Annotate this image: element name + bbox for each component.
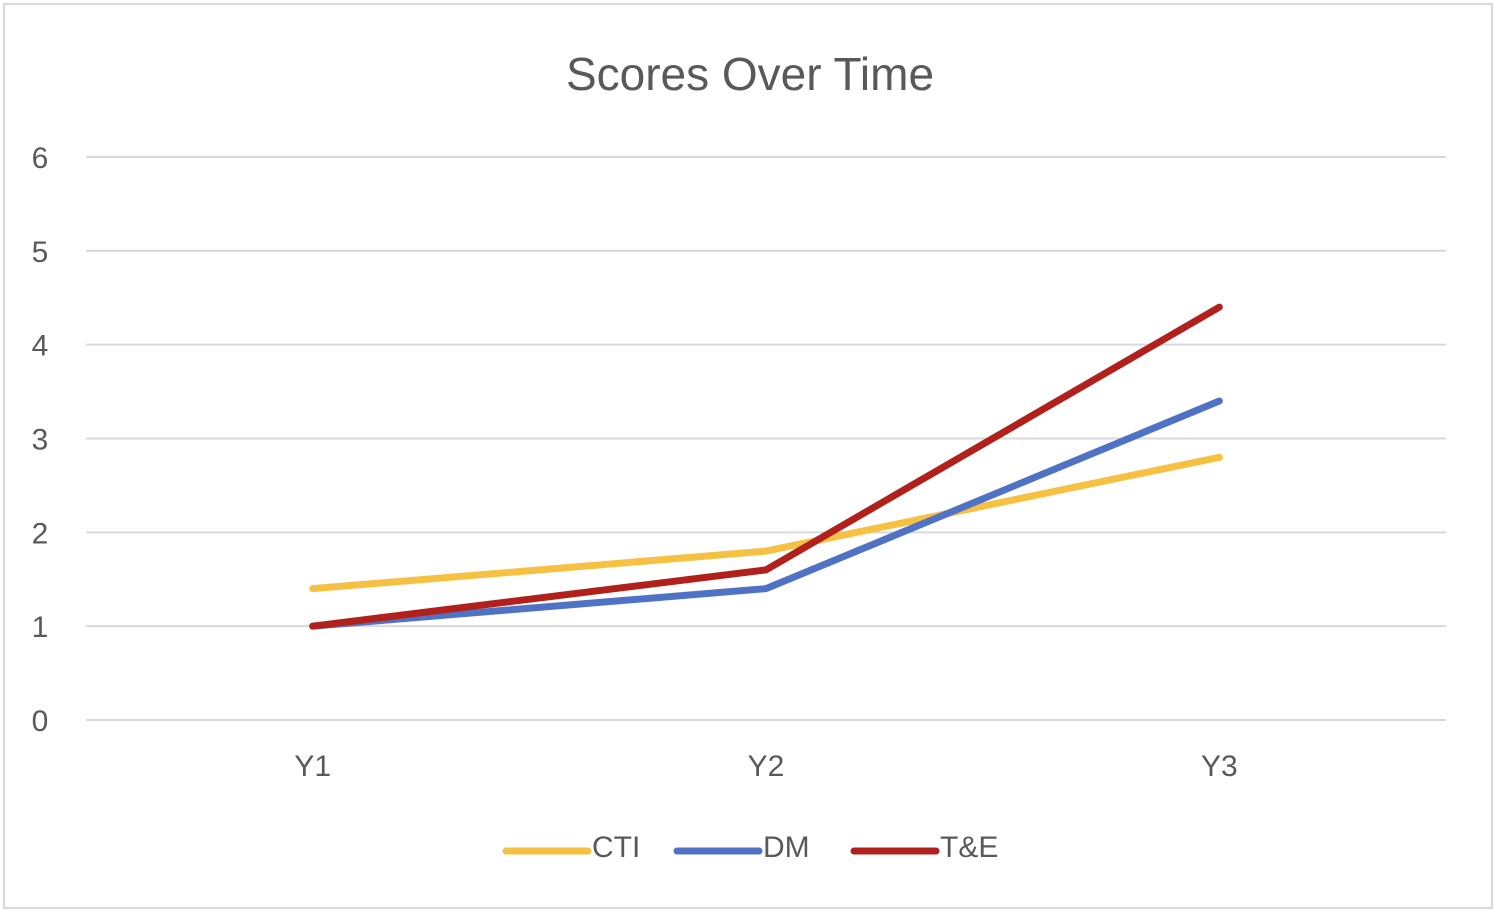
- series-line-t-e: [309, 303, 1223, 630]
- legend-item: CTI: [502, 831, 640, 864]
- legend-label: DM: [763, 831, 810, 864]
- y-tick-label: 2: [32, 517, 49, 550]
- gridlines: [86, 156, 1446, 721]
- y-tick-label: 5: [32, 236, 49, 269]
- legend-label: T&E: [940, 831, 998, 864]
- x-tick-label: Y1: [294, 750, 331, 783]
- series-line-cti: [309, 453, 1223, 593]
- series-lines: [309, 303, 1223, 630]
- y-tick-label: 3: [32, 424, 49, 457]
- x-axis-ticks: Y1 Y2 Y3: [294, 750, 1237, 783]
- chart-title: Scores Over Time: [566, 48, 934, 100]
- y-tick-label: 1: [32, 611, 49, 644]
- y-tick-label: 4: [32, 330, 49, 363]
- x-tick-label: Y3: [1201, 750, 1238, 783]
- legend-label: CTI: [592, 831, 640, 864]
- x-tick-label: Y2: [748, 750, 785, 783]
- y-tick-label: 0: [32, 705, 49, 738]
- y-tick-label: 6: [32, 142, 49, 175]
- chart-frame: [3, 3, 1493, 909]
- y-axis-ticks: 0 1 2 3 4 5 6: [32, 142, 49, 738]
- legend-item: DM: [673, 831, 810, 864]
- legend-item: T&E: [850, 831, 998, 864]
- legend: CTI DM T&E: [502, 831, 998, 864]
- series-line-dm: [309, 397, 1223, 630]
